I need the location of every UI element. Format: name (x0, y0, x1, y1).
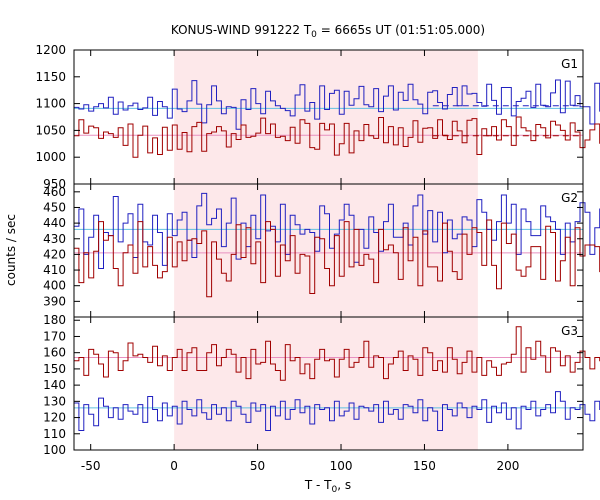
y-axis-label: counts / sec (4, 214, 18, 286)
x-axis-label-rest: , s (337, 478, 351, 492)
grid-layer (74, 105, 583, 409)
y-tick-label: 180 (43, 313, 66, 327)
y-tick-label: 460 (43, 185, 66, 199)
y-tick-label: 1050 (35, 123, 66, 137)
x-axis-label-main: T - T (304, 478, 332, 492)
lightcurve-g1-blue (74, 79, 600, 130)
y-tick-label: 150 (43, 362, 66, 376)
y-tick-label: 1100 (35, 97, 66, 111)
y-tick-label: 400 (43, 279, 66, 293)
y-tick-label: 1150 (35, 70, 66, 84)
y-tick-label: 1200 (35, 43, 66, 57)
y-tick-label: 950 (43, 177, 66, 191)
y-tick-label: 110 (43, 427, 66, 441)
y-tick-label: 140 (43, 378, 66, 392)
lightcurve-g2-blue (74, 192, 600, 269)
x-axis-label: T - T0, s (304, 478, 351, 495)
chart-title-main: KONUS-WIND 991222 T (171, 23, 312, 37)
x-tick-label: 200 (496, 459, 519, 473)
y-tick-label: 450 (43, 200, 66, 214)
chart-title-subscript: 0 (311, 30, 317, 40)
lightcurve-g3-blue (74, 391, 600, 431)
y-tick-label: 130 (43, 394, 66, 408)
y-tick-label: 160 (43, 346, 66, 360)
chart-title: KONUS-WIND 991222 T0 = 6665s UT (01:51:0… (171, 23, 485, 40)
y-tick-label: 1000 (35, 150, 66, 164)
y-tick-label: 170 (43, 329, 66, 343)
panel-label-g1: G1 (561, 57, 578, 71)
x-tick-label: 0 (170, 459, 178, 473)
y-tick-label: 440 (43, 216, 66, 230)
x-tick-label: 100 (330, 459, 353, 473)
lightcurve-g1-red (74, 116, 600, 158)
panel-frame-g3 (73, 316, 584, 451)
label-layer: 95010001050110011501200G1390400410420430… (35, 43, 578, 473)
chart-title-rest: = 6665s UT (01:51:05.000) (317, 23, 485, 37)
y-tick-label: 430 (43, 232, 66, 246)
y-tick-label: 410 (43, 263, 66, 277)
y-tick-label: 390 (43, 294, 66, 308)
data-layer (74, 79, 600, 431)
x-tick-label: 50 (250, 459, 265, 473)
panel-label-g2: G2 (561, 191, 578, 205)
x-tick-label: -50 (81, 459, 101, 473)
y-tick-label: 120 (43, 411, 66, 425)
y-tick-label: 420 (43, 247, 66, 261)
lightcurve-g3-red (74, 326, 600, 381)
lightcurve-g2-red (74, 219, 600, 298)
x-axis-label-subscript: 0 (332, 485, 338, 495)
frame-layer (73, 49, 584, 451)
y-tick-label: 100 (43, 443, 66, 457)
panel-label-g3: G3 (561, 324, 578, 338)
x-tick-label: 150 (413, 459, 436, 473)
